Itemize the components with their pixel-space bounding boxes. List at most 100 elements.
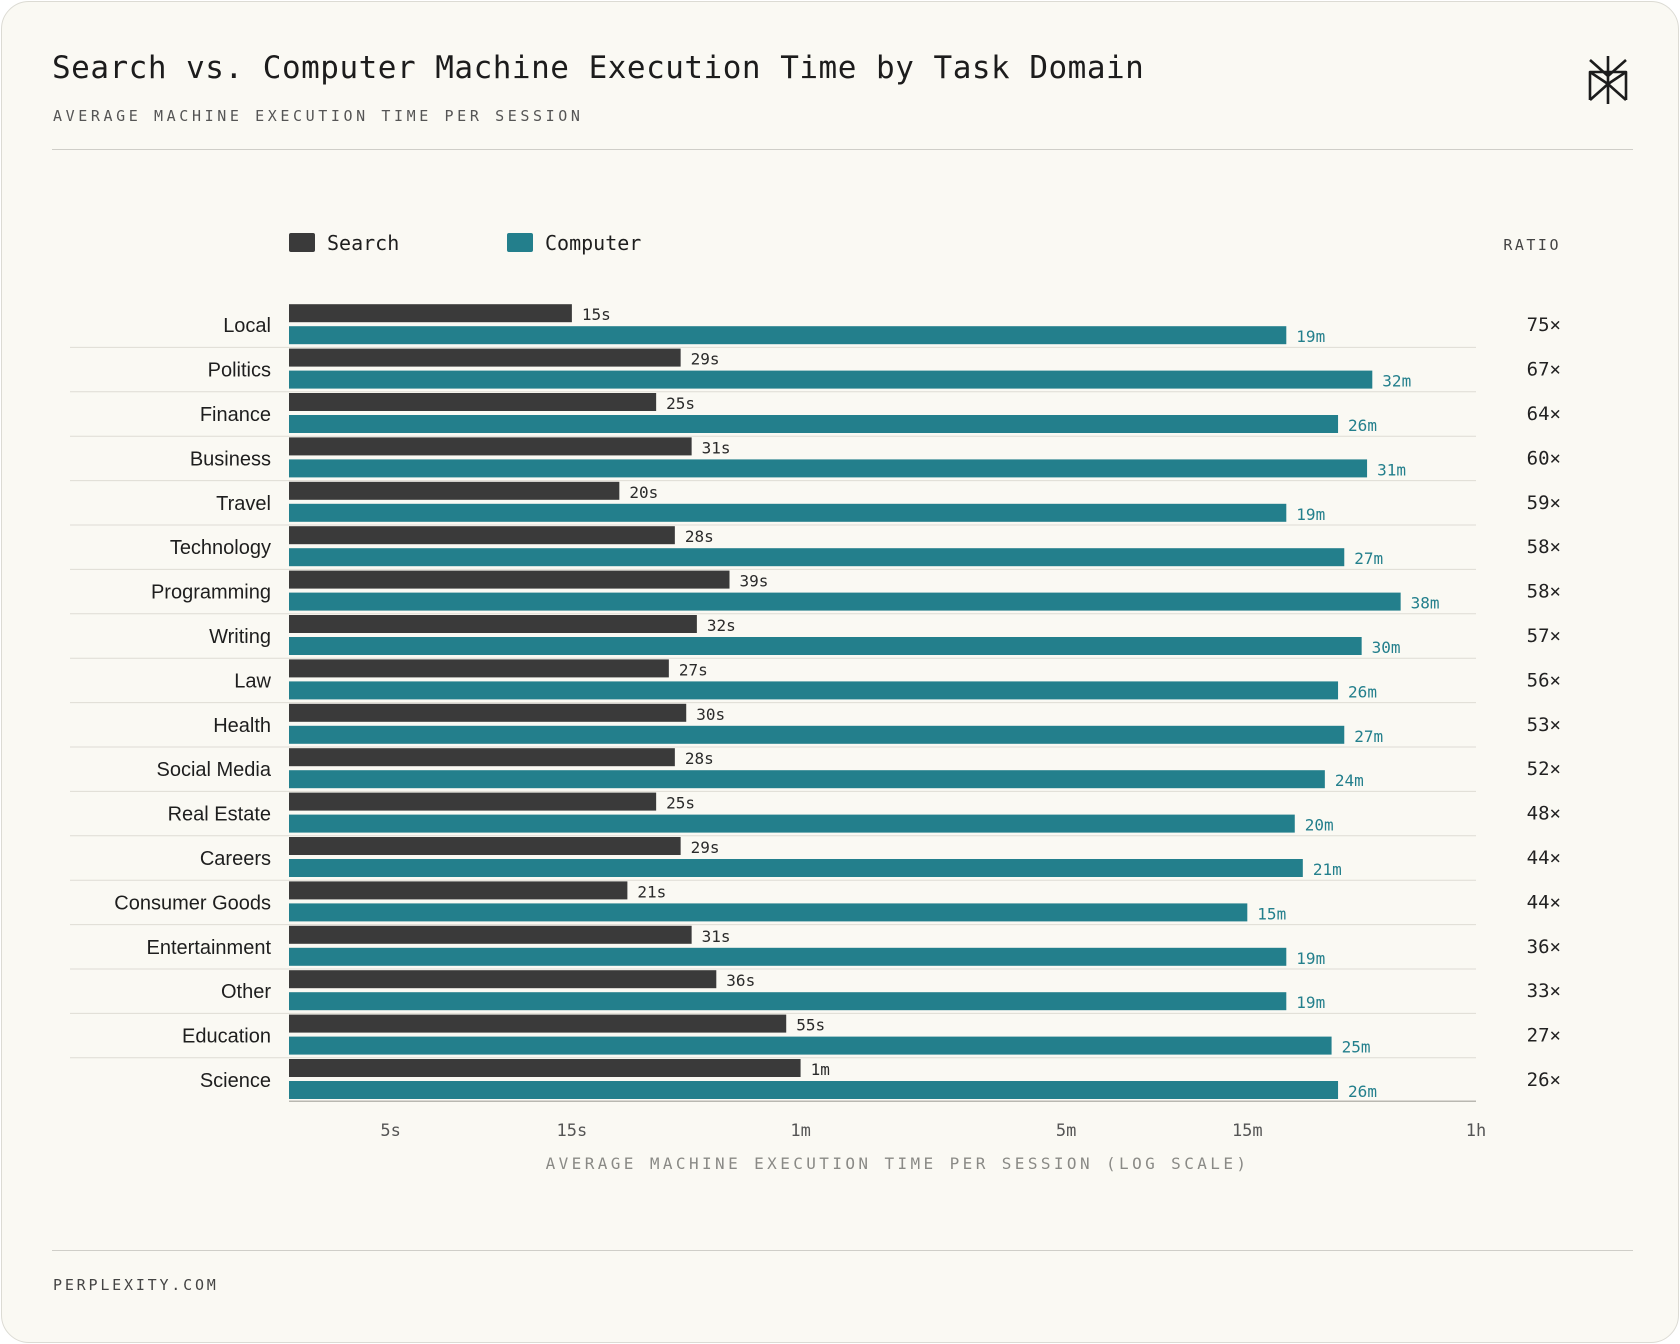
category-label: Other [221, 981, 271, 1003]
footer-divider [52, 1250, 1633, 1251]
category-label: Local [223, 315, 271, 337]
ratio-value: 60× [1527, 447, 1561, 469]
bar-computer [289, 814, 1295, 833]
ratio-value: 36× [1527, 936, 1561, 958]
category-label: Politics [208, 360, 271, 382]
ratio-value: 64× [1527, 403, 1561, 425]
data-label-computer: 38m [1411, 594, 1440, 613]
category-label: Consumer Goods [114, 892, 271, 914]
data-label-search: 55s [796, 1016, 825, 1035]
data-label-computer: 19m [1296, 993, 1325, 1012]
data-label-search: 28s [685, 749, 714, 768]
bar-search [289, 703, 687, 722]
data-label-computer: 27m [1354, 727, 1383, 746]
ratio-value: 48× [1527, 803, 1561, 825]
category-label: Entertainment [146, 937, 271, 959]
bar-computer [289, 592, 1401, 611]
ratio-value: 57× [1527, 625, 1561, 647]
category-label: Finance [200, 404, 271, 426]
ratio-value: 44× [1527, 891, 1561, 913]
ratio-header: RATIO [1503, 236, 1561, 254]
legend-swatch-computer [507, 233, 533, 252]
legend-label-search: Search [327, 231, 399, 255]
category-label: Law [234, 670, 271, 692]
data-label-computer: 26m [1348, 416, 1377, 435]
category-label: Education [182, 1026, 271, 1048]
x-tick-label: 1h [1466, 1121, 1486, 1141]
bar-search [289, 748, 675, 767]
ratio-value: 75× [1527, 314, 1561, 336]
bar-computer [289, 903, 1248, 922]
bar-computer [289, 459, 1368, 478]
bar-computer [289, 1036, 1332, 1055]
data-label-search: 28s [685, 527, 714, 546]
data-label-computer: 26m [1348, 1082, 1377, 1101]
x-tick-label: 15m [1232, 1121, 1263, 1141]
data-label-search: 32s [707, 616, 736, 635]
bar-computer [289, 770, 1325, 789]
bar-computer [289, 548, 1345, 567]
data-label-computer: 27m [1354, 549, 1383, 568]
chart-title: Search vs. Computer Machine Execution Ti… [52, 50, 1145, 86]
category-label: Travel [216, 493, 271, 515]
bar-computer [289, 370, 1373, 389]
data-label-computer: 21m [1313, 860, 1342, 879]
header-divider [52, 149, 1633, 150]
data-label-search: 36s [726, 971, 755, 990]
bar-search [289, 570, 730, 589]
category-label: Careers [200, 848, 271, 870]
data-label-search: 29s [691, 838, 720, 857]
data-label-search: 15s [582, 305, 611, 324]
x-tick-label: 5m [1056, 1121, 1076, 1141]
ratio-value: 33× [1527, 980, 1561, 1002]
x-tick-label: 15s [557, 1121, 588, 1141]
data-label-computer: 19m [1296, 505, 1325, 524]
bar-search [289, 304, 572, 323]
data-label-computer: 32m [1382, 372, 1411, 391]
bar-search [289, 615, 697, 633]
ratio-value: 26× [1527, 1069, 1561, 1091]
data-label-search: 25s [666, 794, 695, 813]
data-label-search: 30s [696, 705, 725, 724]
ratio-value: 44× [1527, 847, 1561, 869]
bar-search [289, 970, 717, 989]
bar-computer [289, 725, 1345, 744]
bar-computer [289, 415, 1339, 433]
bar-search [289, 348, 681, 367]
data-label-computer: 25m [1342, 1038, 1371, 1057]
bar-computer [289, 326, 1287, 345]
bar-search [289, 526, 675, 545]
bar-search [289, 481, 620, 500]
perplexity-logo-icon [1588, 56, 1628, 104]
bar-search [289, 1059, 801, 1077]
data-label-computer: 31m [1377, 460, 1406, 479]
x-tick-label: 1m [790, 1121, 810, 1141]
legend-label-computer: Computer [545, 231, 641, 255]
category-label: Social Media [156, 759, 271, 781]
x-axis-label: AVERAGE MACHINE EXECUTION TIME PER SESSI… [546, 1154, 1250, 1173]
data-label-search: 31s [702, 438, 731, 457]
ratio-value: 67× [1527, 359, 1561, 381]
category-label: Business [190, 448, 271, 470]
bar-search [289, 1014, 787, 1033]
data-label-search: 1m [811, 1060, 830, 1079]
bar-search [289, 393, 657, 411]
data-label-computer: 24m [1335, 771, 1364, 790]
category-label: Writing [209, 626, 271, 648]
bar-computer [289, 637, 1362, 655]
data-label-search: 27s [679, 660, 708, 679]
data-label-search: 31s [702, 927, 731, 946]
data-label-search: 21s [637, 882, 666, 901]
data-label-computer: 15m [1257, 904, 1286, 923]
data-label-computer: 19m [1296, 949, 1325, 968]
bar-computer [289, 992, 1287, 1011]
ratio-value: 27× [1527, 1025, 1561, 1047]
ratio-value: 52× [1527, 758, 1561, 780]
footer-site: PERPLEXITY.COM [53, 1276, 219, 1294]
bar-computer [289, 1081, 1339, 1099]
category-label: Technology [170, 537, 271, 559]
data-label-search: 25s [666, 394, 695, 413]
bar-computer [289, 503, 1287, 522]
category-label: Programming [151, 582, 271, 604]
